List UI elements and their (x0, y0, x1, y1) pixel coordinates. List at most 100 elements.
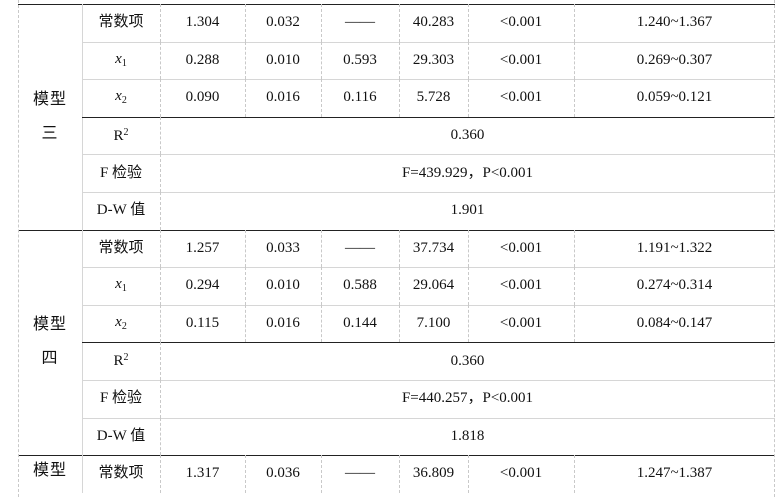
column-divider (399, 41, 400, 80)
stat-value-text: 1.901 (450, 202, 485, 219)
column-divider (245, 41, 246, 80)
column-divider (245, 79, 246, 117)
column-divider (321, 79, 322, 117)
row-label-text: 常数项 (98, 465, 144, 482)
beta-text: 0.588 (343, 277, 377, 294)
column-divider (160, 4, 161, 42)
row-label: 常数项 (82, 4, 160, 42)
column-divider (574, 455, 575, 493)
column-divider (574, 41, 575, 80)
stat-label-text: F 检验 (99, 164, 143, 181)
column-divider (468, 267, 469, 305)
coef-b-text: 0.115 (185, 315, 220, 332)
coef-b: 0.288 (160, 42, 245, 80)
column-divider (82, 455, 83, 493)
row-divider (82, 304, 775, 306)
beta-text: —— (345, 239, 375, 256)
stat-label: D-W 值 (82, 192, 160, 230)
conf-interval-text: 0.084~0.147 (636, 315, 713, 332)
std-error-text: 0.036 (266, 465, 300, 482)
stat-value-text: 1.818 (450, 427, 485, 444)
stat-label: R2 (82, 342, 160, 380)
row-divider (82, 41, 775, 43)
t-value: 36.809 (399, 455, 468, 493)
stat-label: D-W 值 (82, 418, 160, 456)
column-divider (321, 4, 322, 42)
coef-b-text: 1.304 (185, 14, 220, 31)
t-value: 29.064 (399, 267, 468, 305)
std-error: 0.032 (245, 4, 321, 42)
model-label: 模型三 (18, 4, 82, 230)
coef-b-text: 0.288 (185, 51, 220, 68)
column-divider (321, 455, 322, 493)
stat-value-text: 0.360 (450, 127, 485, 144)
conf-interval: 1.191~1.322 (574, 230, 775, 268)
t-value-text: 5.728 (416, 89, 451, 106)
p-value: <0.001 (468, 4, 574, 42)
conf-interval: 1.247~1.387 (574, 455, 775, 493)
t-value: 37.734 (399, 230, 468, 268)
beta-text: 0.144 (343, 315, 377, 332)
std-error-text: 0.033 (266, 239, 300, 256)
column-divider (160, 116, 161, 155)
conf-interval: 1.240~1.367 (574, 4, 775, 42)
stat-label-text: R2 (113, 126, 129, 144)
column-divider (160, 229, 161, 268)
column-divider (321, 229, 322, 268)
variable-subscript: 1 (121, 57, 127, 69)
stat-value-text: F=439.929，P<0.001 (401, 164, 534, 181)
beta-text: 0.593 (343, 51, 377, 68)
stat-label-text: F 检验 (99, 390, 143, 407)
column-divider (399, 304, 400, 343)
t-value-text: 29.303 (412, 51, 455, 68)
p-value: <0.001 (468, 455, 574, 493)
coef-b: 1.257 (160, 230, 245, 268)
row-divider (82, 267, 775, 269)
stat-value: F=439.929，P<0.001 (160, 154, 775, 192)
p-value: <0.001 (468, 305, 574, 343)
conf-interval: 0.269~0.307 (574, 42, 775, 80)
row-label: 常数项 (82, 455, 160, 493)
stat-value: 0.360 (160, 117, 775, 155)
model-label-text: 模型 (32, 90, 67, 108)
stat-value-text: 0.360 (450, 352, 485, 369)
p-value-text: <0.001 (499, 315, 543, 332)
conf-interval-text: 1.191~1.322 (636, 239, 713, 256)
t-value-text: 7.100 (416, 315, 451, 332)
column-divider (468, 304, 469, 343)
row-label: 常数项 (82, 230, 160, 268)
row-divider (18, 229, 775, 231)
stat-label-text: R2 (113, 352, 129, 370)
conf-interval-text: 0.274~0.314 (636, 277, 713, 294)
column-divider (18, 0, 19, 497)
p-value-text: <0.001 (499, 277, 543, 294)
t-value-text: 29.064 (412, 277, 455, 294)
p-value-text: <0.001 (499, 239, 543, 256)
column-divider (574, 79, 575, 117)
t-value-text: 36.809 (412, 465, 455, 482)
std-error: 0.010 (245, 267, 321, 305)
p-value: <0.001 (468, 267, 574, 305)
row-divider (82, 154, 775, 156)
std-error-text: 0.032 (266, 14, 300, 31)
conf-interval-text: 0.269~0.307 (636, 51, 713, 68)
stat-label-text: D-W 值 (96, 202, 146, 219)
model-label-text: 四 (41, 350, 59, 368)
conf-interval: 0.059~0.121 (574, 79, 775, 117)
stat-label: R2 (82, 117, 160, 155)
t-value: 5.728 (399, 79, 468, 117)
conf-interval: 0.274~0.314 (574, 267, 775, 305)
std-error: 0.016 (245, 79, 321, 117)
stat-value: 0.360 (160, 342, 775, 380)
column-divider (574, 4, 575, 42)
coef-b: 1.317 (160, 455, 245, 493)
column-divider (574, 267, 575, 305)
stat-label-superscript: 2 (123, 352, 129, 364)
column-divider (160, 455, 161, 493)
coef-b: 0.090 (160, 79, 245, 117)
row-divider (82, 380, 775, 381)
std-error: 0.010 (245, 42, 321, 80)
variable-label: x2 (115, 314, 127, 333)
row-label: x2 (82, 79, 160, 117)
beta: —— (321, 455, 399, 493)
